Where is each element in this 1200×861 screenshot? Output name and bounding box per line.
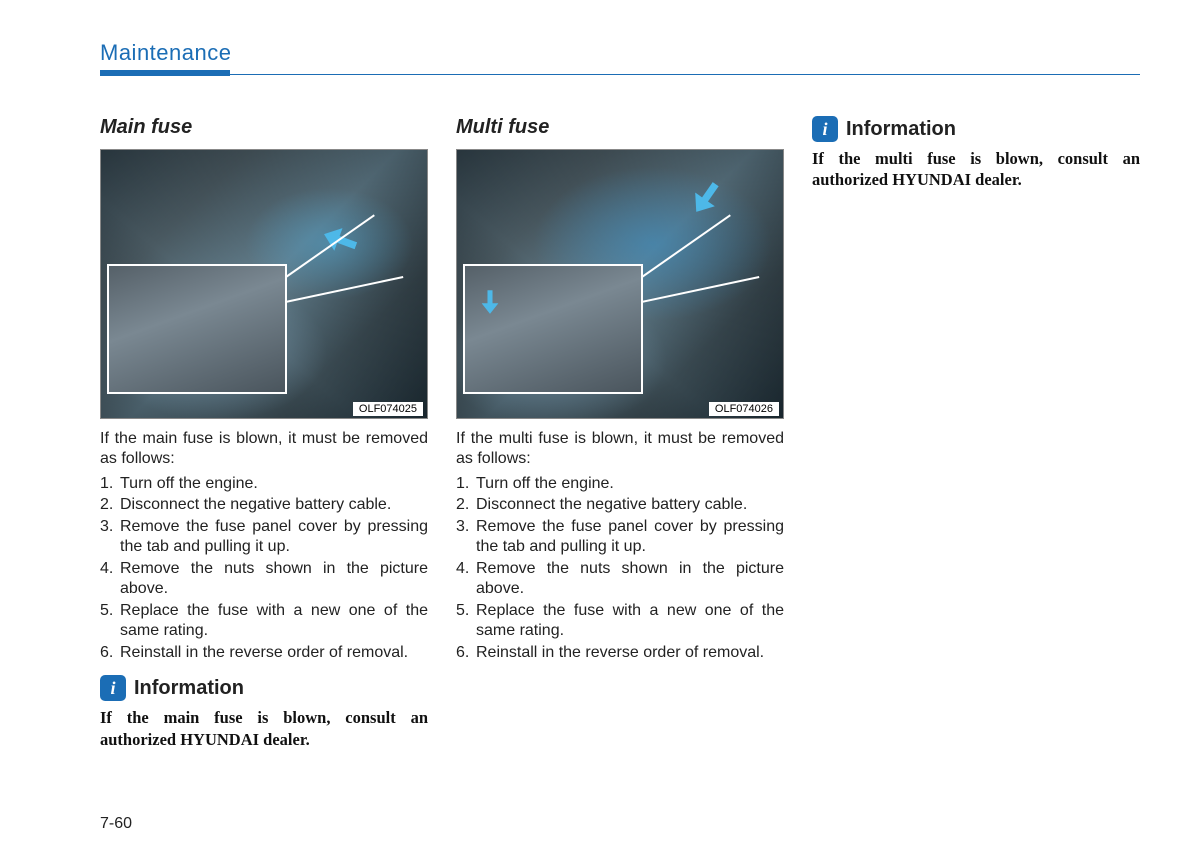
list-item: Turn off the engine. (456, 474, 784, 494)
figure-label: OLF074025 (353, 402, 423, 416)
main-fuse-figure: OLF074025 (100, 149, 428, 419)
info-text: If the main fuse is blown, consult an au… (100, 707, 428, 750)
list-item: Turn off the engine. (100, 474, 428, 494)
list-item: Reinstall in the reverse order of remova… (456, 643, 784, 663)
list-item: Remove the nuts shown in the picture abo… (100, 559, 428, 600)
figure-inset (107, 264, 287, 394)
list-item: Replace the fuse with a new one of the s… (100, 601, 428, 642)
multi-fuse-figure: OLF074026 (456, 149, 784, 419)
list-item: Disconnect the negative battery cable. (100, 495, 428, 515)
figure-label: OLF074026 (709, 402, 779, 416)
info-text: If the multi fuse is blown, consult an a… (812, 148, 1140, 191)
multi-fuse-title: Multi fuse (456, 116, 784, 139)
info-block-main: i Information If the main fuse is blown,… (100, 675, 428, 750)
list-item: Disconnect the negative battery cable. (456, 495, 784, 515)
multi-fuse-steps: Turn off the engine. Disconnect the nega… (456, 474, 784, 663)
column-multi-fuse: Multi fuse OLF074026 If the multi fuse i… (456, 116, 784, 750)
info-icon: i (100, 675, 126, 701)
info-icon: i (812, 116, 838, 142)
main-fuse-title: Main fuse (100, 116, 428, 139)
list-item: Remove the nuts shown in the picture abo… (456, 559, 784, 600)
list-item: Remove the fuse panel cover by pressing … (100, 517, 428, 558)
info-title: Information (846, 118, 956, 141)
arrow-icon (482, 290, 499, 314)
section-title: Maintenance (100, 40, 1140, 66)
list-item: Replace the fuse with a new one of the s… (456, 601, 784, 642)
header-rule-thin (230, 74, 1140, 75)
header-rule-thick (100, 70, 230, 76)
column-main-fuse: Main fuse OLF074025 If the main fuse is … (100, 116, 428, 750)
content-columns: Main fuse OLF074025 If the main fuse is … (100, 116, 1140, 750)
callout-lines (281, 228, 381, 308)
list-item: Reinstall in the reverse order of remova… (100, 643, 428, 663)
column-info: i Information If the multi fuse is blown… (812, 116, 1140, 750)
header-rule (100, 70, 1140, 76)
info-header: i Information (812, 116, 1140, 142)
main-fuse-steps: Turn off the engine. Disconnect the nega… (100, 474, 428, 663)
callout-lines (637, 228, 737, 308)
figure-inset (463, 264, 643, 394)
list-item: Remove the fuse panel cover by pressing … (456, 517, 784, 558)
info-block-multi: i Information If the multi fuse is blown… (812, 116, 1140, 191)
multi-fuse-intro: If the multi fuse is blown, it must be r… (456, 429, 784, 470)
page-number: 7-60 (100, 815, 132, 833)
info-header: i Information (100, 675, 428, 701)
main-fuse-intro: If the main fuse is blown, it must be re… (100, 429, 428, 470)
info-title: Information (134, 677, 244, 700)
